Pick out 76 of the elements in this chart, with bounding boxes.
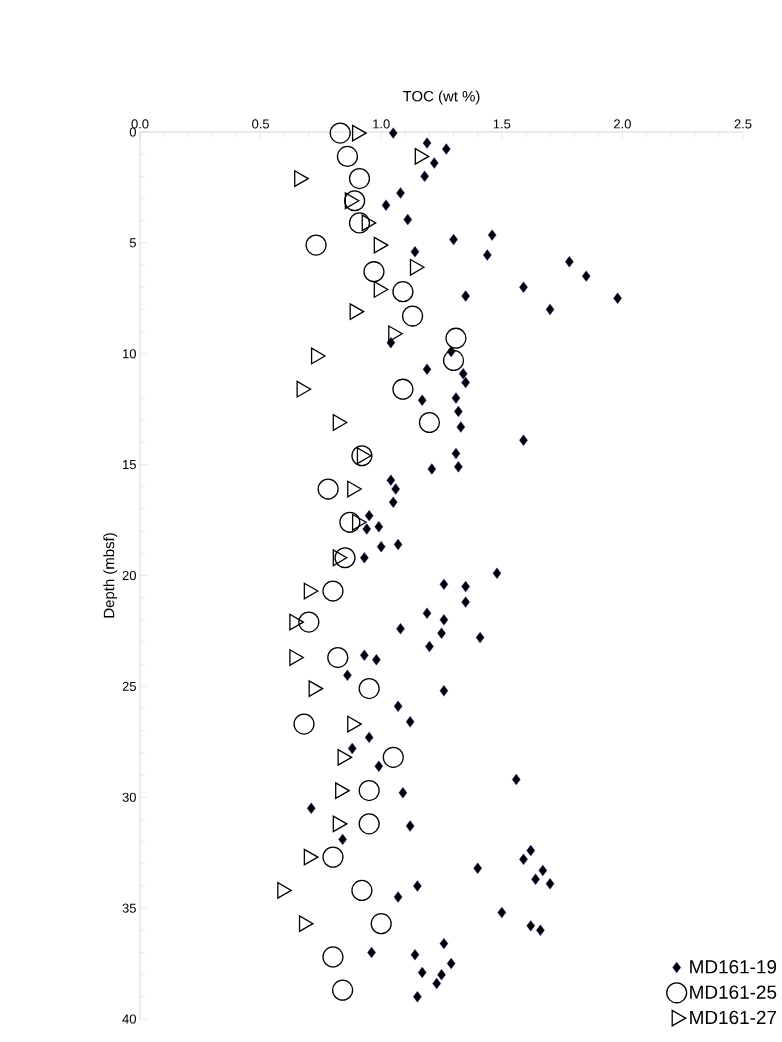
point [409,258,425,276]
point [363,261,385,283]
point [298,915,314,933]
y-tick-label: 40 [122,1014,136,1024]
point [370,913,392,935]
point [348,212,371,234]
point [334,547,356,569]
point [344,190,366,212]
y-tick-label: 0 [129,127,136,137]
y-tick-label: 30 [122,792,136,802]
point [337,748,353,766]
point [358,677,380,700]
x-tick-label: 0.0 [131,119,149,129]
point [327,646,349,669]
point [303,848,319,866]
point [308,680,324,698]
point [332,414,348,431]
point [296,380,312,398]
point [277,881,292,899]
point [388,325,403,343]
x-tick-label: 2.5 [734,119,752,129]
point [332,815,348,833]
point [289,613,304,631]
point [347,715,362,733]
point [310,347,326,365]
y-tick-label: 25 [122,681,136,691]
point [373,281,389,298]
point [382,746,404,768]
point [348,167,371,190]
point [317,478,339,500]
point [373,236,389,254]
point [322,580,344,602]
point [335,782,350,800]
point [289,649,304,666]
point [351,124,367,142]
x-tick-label: 1.0 [373,119,390,129]
point [322,846,344,868]
point [303,582,319,600]
point [361,214,377,232]
legend-label: MD161-25 [690,985,777,999]
point [339,511,361,533]
point [392,378,414,400]
point [344,192,360,210]
legend-label: MD161-27 [690,1010,777,1025]
point [351,513,367,531]
point [418,411,441,434]
x-tick-label: 1.5 [493,119,511,129]
point [351,879,373,901]
point [293,713,315,735]
point [392,281,414,303]
y-tick-label: 5 [129,238,136,248]
point [305,234,327,256]
y-axis-title: Depth (mbsf) [103,533,118,618]
point [322,946,344,968]
point [336,145,359,167]
point [298,611,320,633]
y-tick-label: 20 [122,570,136,581]
point [332,549,348,567]
point [294,170,309,187]
y-tick-label: 15 [123,460,136,470]
x-axis-title: TOC (wt %) [402,90,480,105]
point [445,327,467,349]
point [347,480,362,498]
x-tick-label: 0.5 [252,119,270,129]
point [358,779,380,802]
point [358,813,380,835]
legend-label: MD161-19 [690,960,777,974]
point [351,445,373,467]
y-tick-label: 10 [123,349,136,359]
point [414,147,430,165]
y-tick-label: 35 [122,903,136,913]
x-tick-label: 2.0 [614,119,631,129]
point [349,303,365,321]
point [329,122,351,144]
point [401,305,424,327]
point [332,979,354,1001]
